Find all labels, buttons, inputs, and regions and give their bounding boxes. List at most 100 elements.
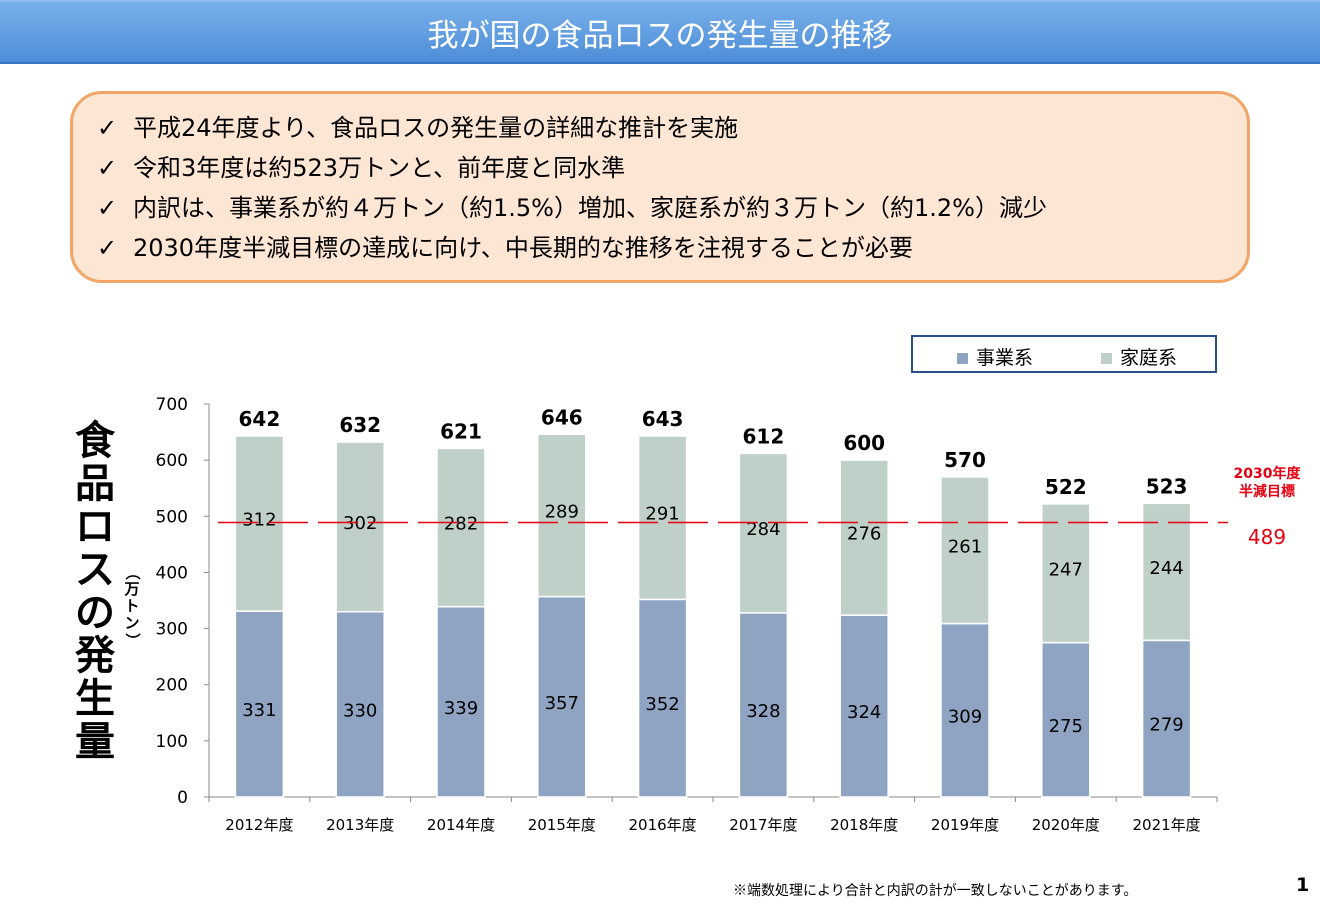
bar-household: [335, 441, 385, 613]
total-label: 570: [944, 448, 986, 472]
bar-household: [738, 452, 789, 614]
total-label: 600: [843, 431, 885, 455]
target-value: 489: [1247, 525, 1287, 549]
data-label-business: 352: [645, 694, 679, 715]
data-label-household: 282: [444, 514, 478, 535]
bar-household: [537, 433, 587, 598]
y-axis-title-char: の: [75, 590, 115, 636]
data-label-household: 312: [242, 510, 276, 531]
total-label: 642: [239, 407, 281, 431]
data-label-business: 330: [343, 700, 377, 721]
summary-text: 令和3年度は約523万トンと、前年度と同水準: [133, 154, 626, 182]
summary-item: ✓ 令和3年度は約523万トンと、前年度と同水準: [97, 148, 1247, 188]
data-label-household: 276: [847, 524, 881, 545]
y-axis-unit-char: 万: [124, 580, 140, 598]
bar-business: [839, 614, 889, 798]
bar-household: [1141, 502, 1192, 642]
legend-label-business: 事業系: [976, 347, 1034, 369]
bar-household: [1041, 503, 1091, 644]
total-label: 522: [1045, 475, 1087, 499]
data-label-household: 247: [1049, 559, 1083, 580]
total-label: 646: [541, 405, 583, 429]
data-label-business: 339: [444, 698, 478, 719]
y-axis-title: 食品ロスの発生量: [70, 420, 120, 764]
bar-household: [839, 459, 889, 616]
y-axis-title-char: 食: [75, 418, 115, 464]
y-axis-unit-char: ト: [124, 597, 140, 615]
y-tick-label: 0: [177, 788, 188, 808]
y-tick-label: 200: [156, 676, 188, 696]
y-axis-unit: （万トン）: [120, 564, 144, 649]
y-axis-title-char: 品: [75, 461, 115, 507]
total-label: 643: [642, 407, 684, 431]
legend-label-household: 家庭系: [1120, 347, 1178, 369]
x-tick-label: 2020年度: [1032, 816, 1100, 834]
total-label: 621: [440, 419, 482, 443]
summary-item: ✓ 平成24年度より、食品ロスの発生量の詳細な推計を実施: [97, 108, 1247, 148]
target-label-line1: 2030年度: [1233, 466, 1301, 482]
y-axis-title-char: ス: [75, 547, 115, 593]
legend-swatch-household: [1101, 353, 1112, 364]
check-icon: ✓: [97, 114, 118, 142]
bar-household: [234, 435, 285, 612]
data-label-household: 291: [645, 504, 679, 525]
page-title: 我が国の食品ロスの発生量の推移: [427, 18, 893, 54]
title-bar: 我が国の食品ロスの発生量の推移: [0, 0, 1320, 64]
x-tick-label: 2018年度: [830, 816, 898, 834]
data-label-household: 261: [948, 536, 982, 557]
bar-household: [637, 435, 688, 601]
data-label-business: 275: [1049, 716, 1083, 737]
x-tick-label: 2014年度: [427, 816, 495, 834]
x-tick-label: 2017年度: [729, 816, 797, 834]
check-icon: ✓: [97, 194, 118, 222]
total-label: 632: [339, 413, 381, 437]
data-label-household: 302: [343, 513, 377, 534]
target-label-line2: 半減目標: [1239, 484, 1295, 500]
summary-text: 2030年度半減目標の達成に向け、中長期的な推移を注視することが必要: [133, 234, 913, 262]
data-label-business: 331: [242, 700, 276, 721]
bar-business: [637, 598, 688, 798]
y-tick-label: 700: [156, 395, 188, 415]
check-icon: ✓: [97, 154, 118, 182]
check-icon: ✓: [97, 234, 118, 262]
bar-business: [436, 605, 486, 798]
total-label: 523: [1146, 474, 1188, 498]
bar-household: [436, 447, 486, 608]
data-label-business: 328: [746, 701, 780, 722]
chart-legend: 事業系 家庭系: [911, 335, 1217, 373]
summary-item: ✓ 内訳は、事業系が約４万トン（約1.5%）増加、家庭系が約３万トン（約1.2%）…: [97, 188, 1247, 228]
x-tick-label: 2016年度: [629, 816, 697, 834]
target-label: 2030年度 半減目標: [1222, 465, 1312, 501]
page-number: 1: [1296, 874, 1310, 896]
total-label: 612: [743, 424, 785, 448]
x-tick-label: 2015年度: [528, 816, 596, 834]
summary-text: 平成24年度より、食品ロスの発生量の詳細な推計を実施: [133, 114, 739, 142]
data-label-business: 324: [847, 702, 881, 723]
y-axis-title-char: ロ: [75, 504, 115, 550]
y-axis-title-char: 発: [75, 633, 115, 679]
y-axis-title-char: 生: [75, 676, 115, 722]
x-tick-label: 2012年度: [225, 816, 293, 834]
y-tick-label: 100: [156, 732, 188, 752]
data-label-business: 309: [948, 706, 982, 727]
bar-business: [940, 622, 990, 798]
legend-item-business: 事業系: [957, 343, 1033, 370]
summary-text: 内訳は、事業系が約４万トン（約1.5%）増加、家庭系が約３万トン（約1.2%）減…: [133, 194, 1047, 222]
footnote: ※端数処理により合計と内訳の計が一致しないことがあります。: [733, 883, 1138, 899]
bar-business: [335, 610, 385, 798]
bar-business: [738, 612, 789, 798]
y-tick-label: 300: [156, 620, 188, 640]
summary-item: ✓ 2030年度半減目標の達成に向け、中長期的な推移を注視することが必要: [97, 228, 1247, 268]
data-label-household: 244: [1149, 558, 1183, 579]
y-tick-label: 400: [156, 563, 188, 583]
y-tick-label: 500: [156, 507, 188, 527]
bar-household: [940, 476, 990, 625]
x-tick-label: 2019年度: [931, 816, 999, 834]
summary-list: ✓ 平成24年度より、食品ロスの発生量の詳細な推計を実施 ✓ 令和3年度は約523万…: [73, 94, 1247, 268]
data-label-business: 279: [1149, 715, 1183, 736]
y-axis-unit-char: ン: [124, 614, 140, 632]
legend-item-household: 家庭系: [1101, 343, 1177, 370]
data-label-business: 357: [545, 693, 579, 714]
y-tick-label: 600: [156, 451, 188, 471]
